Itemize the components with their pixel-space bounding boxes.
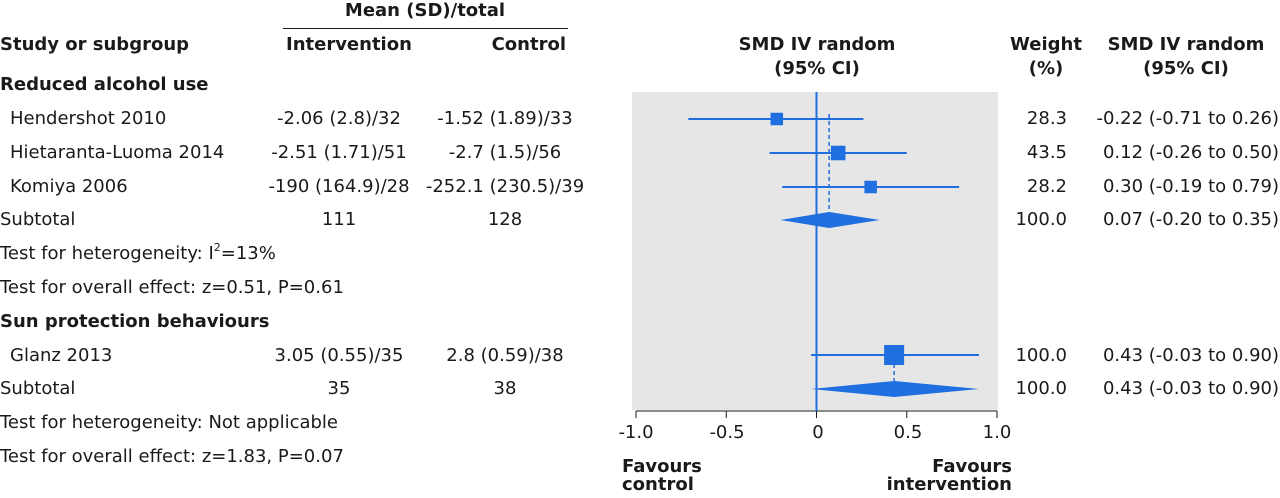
- subtotal-control: 128: [487, 209, 523, 230]
- study-effect-square: [770, 112, 784, 126]
- subtotal-control: 38: [493, 378, 517, 399]
- study-intervention-value: -2.06 (2.8)/32: [277, 108, 401, 129]
- weight-column-header-line1: Weight: [1010, 34, 1082, 55]
- x-tick-label: -1.0: [618, 422, 654, 443]
- study-control-value: -2.7 (1.5)/56: [448, 142, 562, 163]
- study-weight: 100.0: [1015, 345, 1067, 366]
- subtotal-intervention: 35: [327, 378, 351, 399]
- study-control-value: -252.1 (230.5)/39: [425, 176, 585, 197]
- subtotal-ci-text: 0.07 (-0.20 to 0.35): [1102, 209, 1279, 230]
- study-weight: 43.5: [1026, 142, 1067, 163]
- favours-control-label-line1: Favours: [622, 456, 702, 477]
- study-intervention-value: -2.51 (1.71)/51: [271, 142, 407, 163]
- smd-column-header-line1: SMD IV random: [1107, 34, 1265, 55]
- heterogeneity-superscript: 2: [213, 241, 221, 254]
- study-name: Glanz 2013: [10, 345, 113, 366]
- subtotal-label: Subtotal: [0, 209, 76, 230]
- subtotal-weight: 100.0: [1015, 209, 1067, 230]
- study-column-header: Study or subgroup: [0, 34, 190, 55]
- overall-effect-test: Test for overall effect: z=1.83, P=0.07: [0, 446, 344, 467]
- heterogeneity-suffix: =13%: [220, 243, 276, 264]
- x-tick-label: 0: [812, 422, 824, 443]
- control-column-header: Control: [491, 34, 566, 55]
- subtotal-label: Subtotal: [0, 378, 76, 399]
- heterogeneity-test: Test for heterogeneity: I2=13%: [0, 241, 276, 265]
- study-ci-text: 0.43 (-0.03 to 0.90): [1102, 345, 1279, 366]
- subtotal-weight: 100.0: [1015, 378, 1067, 399]
- study-intervention-value: 3.05 (0.55)/35: [274, 345, 404, 366]
- study-weight: 28.3: [1026, 108, 1067, 129]
- study-name: Hendershot 2010: [10, 108, 167, 129]
- study-name: Komiya 2006: [10, 176, 128, 197]
- plot-column-header-line1: SMD IV random: [738, 34, 896, 55]
- study-intervention-value: -190 (164.9)/28: [268, 176, 410, 197]
- study-ci-text: 0.12 (-0.26 to 0.50): [1102, 142, 1279, 163]
- study-effect-square: [864, 180, 877, 194]
- study-weight: 28.2: [1026, 176, 1067, 197]
- subtotal-diamond: [780, 212, 880, 228]
- favours-intervention-label-line1: Favours: [932, 456, 1012, 477]
- x-tick-label: 0.5: [893, 422, 923, 443]
- heterogeneity-prefix: Test for heterogeneity: I: [0, 243, 214, 264]
- study-effect-square: [884, 345, 905, 365]
- study-ci-text: -0.22 (-0.71 to 0.26): [1096, 108, 1279, 129]
- study-control-value: 2.8 (0.59)/38: [446, 345, 564, 366]
- heterogeneity-test: Test for heterogeneity: Not applicable: [0, 412, 339, 433]
- subtotal-diamond: [811, 381, 979, 397]
- x-tick-label: -0.5: [709, 422, 745, 443]
- study-effect-square: [830, 145, 846, 161]
- subtotal-intervention: 111: [321, 209, 357, 230]
- smd-column-header-line2: (95% CI): [1143, 58, 1229, 79]
- overall-effect-test: Test for overall effect: z=0.51, P=0.61: [0, 277, 344, 298]
- group-title: Reduced alcohol use: [0, 74, 209, 95]
- study-control-value: -1.52 (1.89)/33: [437, 108, 573, 129]
- group-title: Sun protection behaviours: [0, 311, 270, 332]
- intervention-column-header: Intervention: [286, 34, 412, 55]
- favours-control-label-line2: control: [622, 474, 694, 495]
- study-ci-text: 0.30 (-0.19 to 0.79): [1102, 176, 1279, 197]
- group-header-underline: [283, 28, 568, 29]
- study-name: Hietaranta-Luoma 2014: [10, 142, 225, 163]
- x-tick-label: 1.0: [982, 422, 1012, 443]
- weight-column-header-line2: (%): [1028, 58, 1064, 79]
- favours-intervention-label-line2: intervention: [886, 474, 1012, 495]
- plot-panel-background: [632, 92, 998, 410]
- plot-column-header-line2: (95% CI): [774, 58, 860, 79]
- subtotal-ci-text: 0.43 (-0.03 to 0.90): [1102, 378, 1279, 399]
- group-header-mean-sd-total: Mean (SD)/total: [344, 0, 506, 21]
